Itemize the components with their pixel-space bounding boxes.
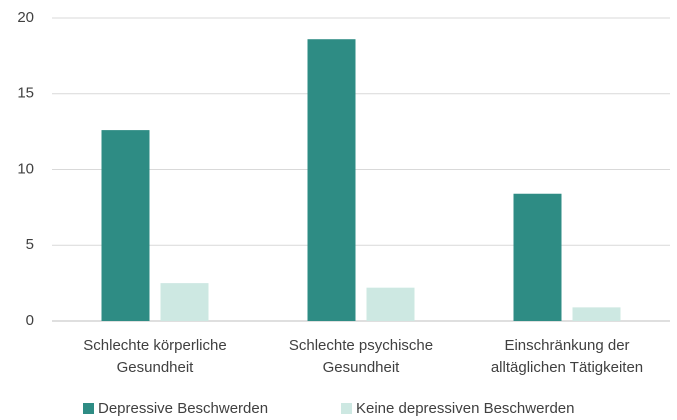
bar (572, 307, 621, 321)
y-tick-label: 10 (17, 160, 34, 177)
legend-label: Depressive Beschwerden (98, 400, 268, 417)
legend-swatch (341, 403, 352, 414)
x-tick-label: Schlechte körperliche Gesundheit (83, 337, 226, 376)
y-tick-label: 20 (17, 9, 34, 26)
bar (307, 39, 356, 322)
y-tick-label: 0 (26, 312, 34, 329)
bar (513, 193, 562, 321)
x-tick-label: Schlechte psychische Gesundheit (289, 337, 433, 376)
legend-swatch (83, 403, 94, 414)
bar (366, 287, 415, 321)
bar (101, 130, 150, 321)
x-tick-label: Einschränkung der alltäglichen Tätigkeite… (491, 337, 643, 376)
legend-label: Keine depressiven Beschwerden (356, 400, 574, 417)
y-tick-label: 5 (26, 236, 34, 253)
y-tick-label: 15 (17, 85, 34, 102)
bar (160, 283, 209, 321)
